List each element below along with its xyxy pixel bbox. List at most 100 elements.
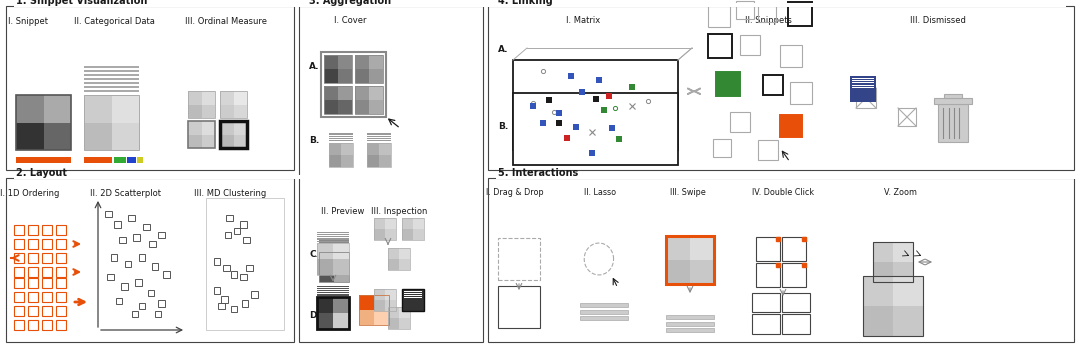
Bar [127, 157, 135, 163]
Bar [384, 229, 396, 240]
Bar [324, 86, 352, 113]
Bar [220, 104, 233, 118]
Bar [84, 70, 139, 72]
Bar [318, 296, 333, 313]
Text: 4. Linking: 4. Linking [498, 0, 553, 6]
Bar [374, 310, 389, 325]
Text: III. Swipe: III. Swipe [670, 188, 706, 197]
Bar [319, 249, 349, 250]
Bar [756, 263, 780, 287]
Bar [939, 104, 968, 142]
Bar [84, 90, 139, 92]
Bar [318, 313, 333, 329]
Bar [321, 52, 386, 117]
Bar [341, 143, 353, 155]
Bar [120, 237, 126, 244]
Bar [113, 157, 125, 163]
Bar [863, 276, 893, 306]
Bar [338, 86, 352, 100]
Bar [149, 241, 156, 247]
Bar [28, 239, 38, 249]
Bar [138, 303, 145, 309]
Text: I. Drag & Drop: I. Drag & Drop [486, 188, 544, 197]
Bar [782, 263, 806, 287]
Bar [852, 80, 874, 81]
Bar [388, 307, 399, 318]
Bar [367, 134, 391, 135]
Bar [666, 236, 714, 284]
Bar [158, 300, 164, 307]
Bar [354, 100, 368, 113]
Text: III. Ordinal Measure: III. Ordinal Measure [185, 17, 267, 26]
Text: B.: B. [309, 136, 320, 145]
Bar [580, 316, 627, 320]
Bar [6, 6, 294, 170]
Bar [220, 134, 233, 148]
Bar [338, 100, 352, 113]
Bar [762, 74, 783, 95]
Bar [782, 237, 806, 261]
Bar [188, 121, 215, 148]
Bar [752, 293, 780, 313]
Bar [690, 260, 714, 284]
Text: C.: C. [309, 250, 319, 259]
Bar [56, 239, 66, 249]
Bar [226, 215, 232, 221]
Text: 1. Snippet Visualization: 1. Snippet Visualization [16, 0, 147, 6]
Bar [384, 300, 396, 310]
Bar [318, 288, 349, 289]
Bar [56, 278, 66, 288]
Bar [16, 122, 43, 150]
Bar [42, 320, 52, 330]
Bar [220, 121, 247, 148]
Bar [852, 85, 874, 86]
Bar [496, 3, 940, 7]
Bar [367, 138, 391, 139]
Bar [379, 143, 391, 155]
Bar [341, 155, 353, 167]
Bar [116, 298, 122, 304]
Bar [319, 267, 334, 282]
Bar [220, 121, 233, 134]
Bar [14, 253, 24, 263]
Bar [780, 115, 802, 137]
Bar [359, 310, 374, 325]
Bar [367, 140, 391, 141]
Bar [690, 236, 714, 260]
Bar [202, 104, 215, 118]
Bar [329, 136, 353, 137]
Bar [863, 276, 923, 336]
Bar [334, 252, 349, 267]
Bar [354, 69, 368, 83]
Bar [28, 278, 38, 288]
Bar [111, 95, 139, 122]
Bar [338, 55, 352, 69]
Bar [231, 271, 238, 278]
Bar [374, 295, 389, 310]
Text: II. Snippets: II. Snippets [744, 16, 792, 25]
Bar [14, 175, 415, 179]
Bar [234, 228, 241, 234]
Bar [152, 263, 159, 270]
Bar [873, 262, 893, 282]
Bar [333, 313, 349, 329]
Bar [893, 262, 913, 282]
Bar [6, 178, 294, 342]
Bar [148, 290, 154, 296]
Bar [513, 60, 678, 150]
Bar [318, 259, 333, 275]
Bar [158, 232, 164, 238]
Bar [788, 2, 812, 26]
Bar [863, 306, 893, 336]
Bar [934, 98, 972, 104]
Bar [318, 236, 349, 237]
Bar [252, 291, 258, 298]
Bar [233, 134, 247, 148]
Bar [43, 122, 71, 150]
Bar [852, 82, 874, 83]
Text: 3. Aggregation: 3. Aggregation [309, 0, 391, 6]
Bar [488, 6, 1074, 170]
Bar [399, 248, 410, 259]
Bar [374, 288, 384, 300]
Bar [134, 234, 140, 241]
